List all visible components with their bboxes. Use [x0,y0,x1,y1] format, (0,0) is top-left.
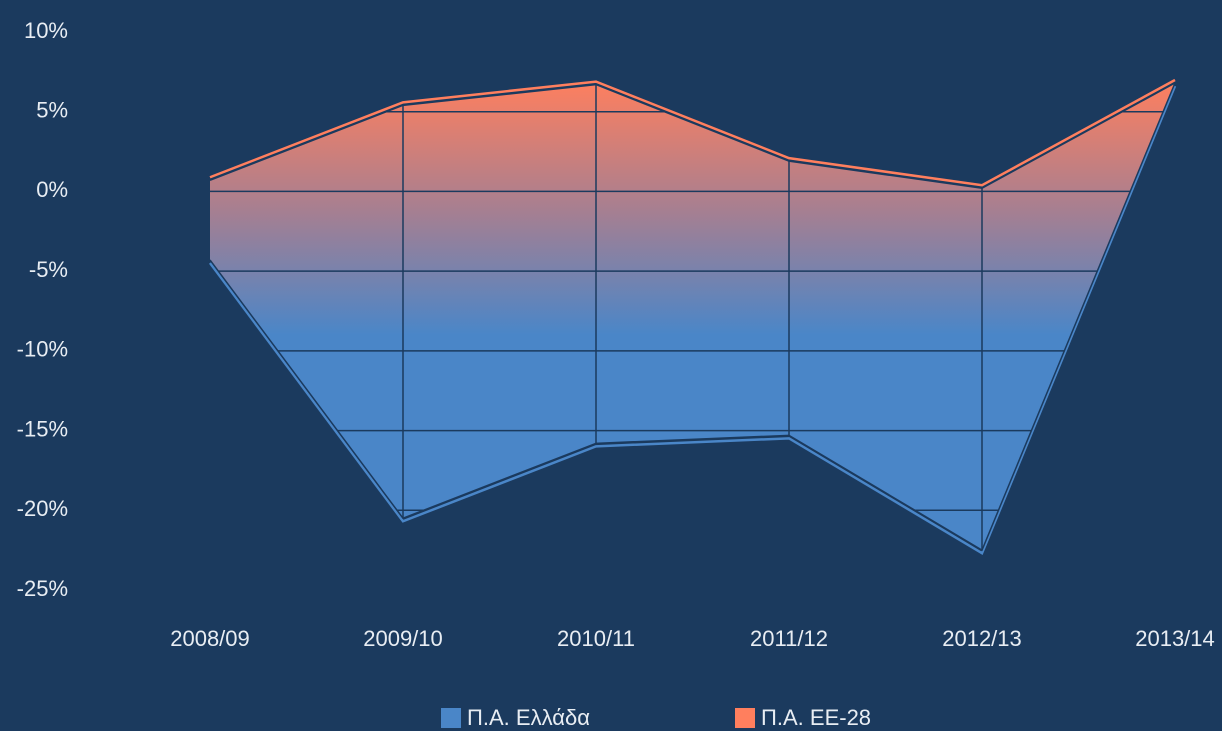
series-line [208,85,1177,555]
series-line [209,78,1176,187]
y-tick-label: 0% [36,177,68,202]
series-line-inner [209,82,1176,552]
y-tick-label: -10% [17,337,68,362]
x-tick-label: 2008/09 [170,626,250,651]
y-tick-label: -20% [17,496,68,521]
legend-swatch [441,708,461,728]
series-line-inner [209,82,1176,190]
x-tick-label: 2009/10 [363,626,443,651]
y-tick-label: -25% [17,576,68,601]
x-tick-label: 2012/13 [942,626,1022,651]
legend-label: Π.Α. ΕΕ-28 [761,705,871,730]
y-tick-label: -15% [17,416,68,441]
y-tick-label: 5% [36,98,68,123]
legend-label: Π.Α. Ελλάδα [467,705,590,730]
range-area [210,83,1175,551]
x-tick-label: 2013/14 [1135,626,1215,651]
y-tick-label: 10% [24,18,68,43]
y-tick-label: -5% [29,257,68,282]
legend-swatch [735,708,755,728]
x-tick-label: 2011/12 [750,626,828,651]
x-tick-label: 2010/11 [557,626,635,651]
